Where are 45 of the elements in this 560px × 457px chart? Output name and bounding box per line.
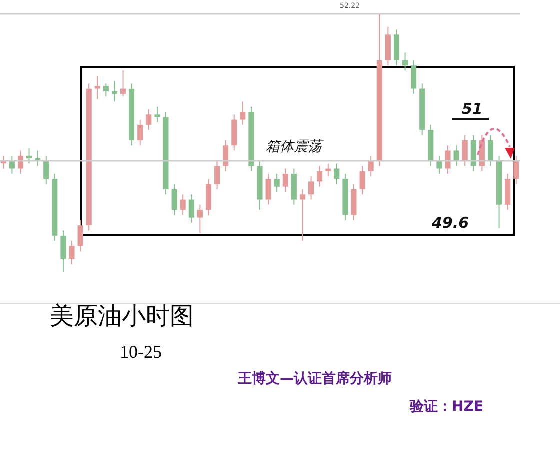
candlestick <box>300 188 306 242</box>
candlestick <box>274 173 280 193</box>
candlestick <box>317 166 323 188</box>
candlestick <box>360 166 366 196</box>
candlestick <box>223 140 229 172</box>
annotation: 49.6 <box>432 214 470 232</box>
text: 王博文—认证首席分析师 <box>238 370 392 388</box>
annotation: 51 <box>452 100 489 120</box>
candlestick <box>69 240 75 265</box>
candlestick <box>197 204 203 234</box>
candlestick <box>402 52 408 72</box>
candlestick <box>240 101 246 126</box>
candlestick <box>78 220 84 252</box>
candlestick <box>436 155 442 174</box>
candlestick <box>488 134 494 167</box>
candlestick <box>172 184 178 216</box>
candlestick <box>103 83 109 98</box>
candlestick <box>44 155 50 185</box>
text: 验证：HZE <box>410 398 484 416</box>
candlestick <box>282 168 288 193</box>
text: 10-25 <box>120 342 162 363</box>
text: 美原油小时图 <box>50 301 194 332</box>
candlestick <box>60 230 66 272</box>
candlestick <box>154 106 160 123</box>
candlestick <box>462 134 468 167</box>
candlestick <box>9 155 15 174</box>
candlestick <box>266 173 272 206</box>
candlestick <box>411 60 417 94</box>
candlestick <box>214 160 220 190</box>
candlestick <box>112 80 118 102</box>
candlestick <box>445 145 451 174</box>
annotation: 箱体震荡 <box>266 138 322 156</box>
candlestick <box>180 194 186 216</box>
candlestick <box>334 163 340 185</box>
candlestick <box>308 176 314 200</box>
candlestick <box>146 108 152 131</box>
candlestick <box>326 163 332 178</box>
candlestick <box>368 155 374 178</box>
candlestick <box>514 155 520 185</box>
candlestick <box>454 145 460 167</box>
candlestick <box>138 119 144 146</box>
candlestick <box>94 75 100 100</box>
candlestick <box>120 70 126 98</box>
candlestick <box>26 148 32 164</box>
candlestick <box>188 194 194 224</box>
